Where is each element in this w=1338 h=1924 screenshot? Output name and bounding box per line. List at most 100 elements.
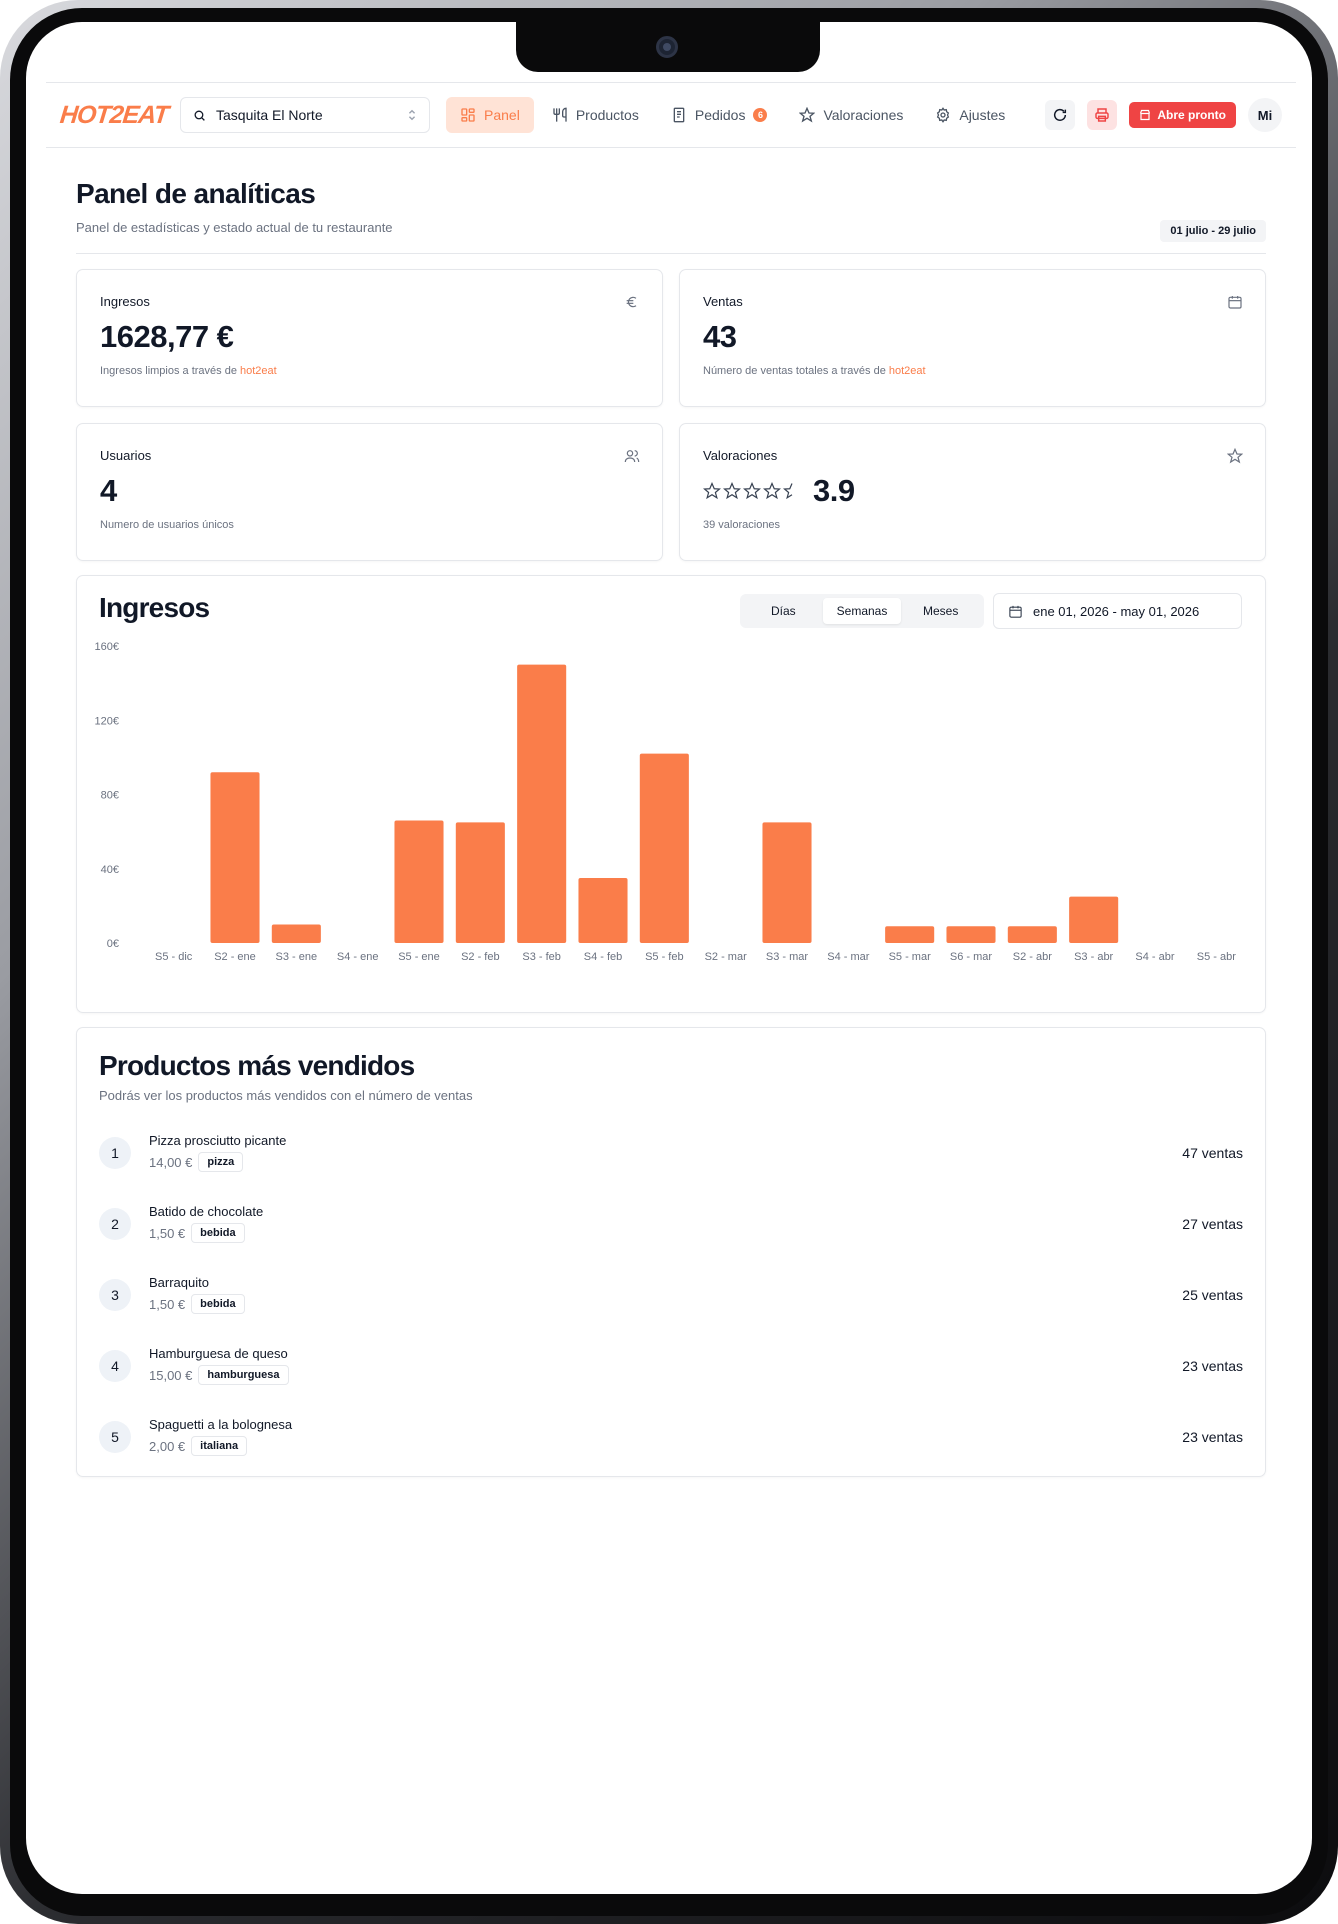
revenue-bar[interactable] xyxy=(210,772,260,943)
open-status-label: Abre pronto xyxy=(1157,108,1226,122)
store-icon xyxy=(1140,109,1151,121)
camera-notch xyxy=(516,22,820,72)
stat-card-valoraciones: Valoraciones 3.9 39 xyxy=(679,423,1266,561)
user-avatar[interactable]: Mi xyxy=(1248,98,1282,132)
page-title: Panel de analíticas xyxy=(76,178,316,209)
revenue-chart-card: Ingresos Días Semanas Meses ene 01, 2026… xyxy=(76,575,1266,1013)
chart-title: Ingresos xyxy=(99,592,210,623)
page-content: Panel de analíticas Panel de estadística… xyxy=(46,148,1296,1477)
x-tick-label: S4 - ene xyxy=(337,951,379,963)
product-sales: 23 ventas xyxy=(1182,1428,1243,1445)
refresh-icon xyxy=(1054,108,1067,121)
product-rank: 3 xyxy=(99,1278,131,1311)
nav-item-productos[interactable]: Productos xyxy=(538,97,653,133)
nav-item-valoraciones[interactable]: Valoraciones xyxy=(785,97,917,133)
store-selector[interactable]: Tasquita El Norte xyxy=(180,97,430,133)
stat-card-usuarios: Usuarios 4 Numero de usuarios únicos xyxy=(76,423,663,561)
rating-row: 3.9 xyxy=(703,473,1242,509)
product-name: Barraquito xyxy=(149,1275,209,1290)
product-sales: 23 ventas xyxy=(1182,1357,1243,1374)
date-range-picker[interactable]: ene 01, 2026 - may 01, 2026 xyxy=(993,593,1242,629)
product-category-tag: bebida xyxy=(191,1223,245,1243)
product-info: Spaguetti a la bolognesa 2,00 € italiana xyxy=(149,1417,292,1456)
product-meta: 1,50 € bebida xyxy=(149,1294,245,1314)
x-tick-label: S5 - ene xyxy=(398,951,440,963)
x-tick-label: S5 - feb xyxy=(645,951,684,963)
list-item[interactable]: 1 Pizza prosciutto picante 14,00 € pizza… xyxy=(99,1117,1243,1188)
star-icon xyxy=(1227,448,1243,464)
product-price: 2,00 € xyxy=(149,1438,186,1454)
product-info: Pizza prosciutto picante 14,00 € pizza xyxy=(149,1133,286,1172)
product-meta: 15,00 € hamburguesa xyxy=(149,1365,289,1385)
product-sales: 47 ventas xyxy=(1182,1144,1243,1161)
revenue-bar[interactable] xyxy=(271,924,321,943)
y-tick-label: 40€ xyxy=(101,864,119,876)
revenue-bar[interactable] xyxy=(578,878,628,943)
revenue-bar[interactable] xyxy=(639,753,689,943)
product-category-tag: hamburguesa xyxy=(198,1365,289,1385)
open-status-button[interactable]: Abre pronto xyxy=(1129,102,1236,128)
stat-value: 43 xyxy=(703,319,737,354)
revenue-bar[interactable] xyxy=(1007,926,1057,943)
revenue-bar[interactable] xyxy=(1069,896,1119,943)
revenue-bar[interactable] xyxy=(394,820,444,943)
nav-item-ajustes[interactable]: Ajustes xyxy=(921,97,1019,133)
period-option-meses[interactable]: Meses xyxy=(923,604,959,618)
x-tick-label: S6 - mar xyxy=(950,951,993,963)
product-name: Spaguetti a la bolognesa xyxy=(149,1417,293,1432)
printer-icon xyxy=(1095,108,1110,122)
y-tick-label: 120€ xyxy=(95,715,119,727)
stat-card-ventas: Ventas 43 Número de ventas totales a tra… xyxy=(679,269,1266,407)
y-tick-label: 80€ xyxy=(101,790,119,802)
stat-value: 1628,77 € xyxy=(100,319,234,354)
page-subtitle: Panel de estadísticas y estado actual de… xyxy=(76,220,393,235)
dashboard-icon xyxy=(461,108,475,122)
x-tick-label: S3 - ene xyxy=(276,951,318,963)
users-icon xyxy=(624,450,640,463)
product-category-tag: italiana xyxy=(191,1436,248,1456)
store-selector-value: Tasquita El Norte xyxy=(216,107,323,123)
nav-item-panel[interactable]: Panel xyxy=(446,97,534,133)
app: HOT2EAT Tasquita El Norte Panel Producto… xyxy=(46,82,1296,1477)
revenue-bar[interactable] xyxy=(946,926,996,943)
camera-icon xyxy=(656,36,678,58)
period-option-semanas[interactable]: Semanas xyxy=(822,598,902,624)
product-name: Pizza prosciutto picante xyxy=(149,1133,287,1148)
revenue-bar[interactable] xyxy=(885,926,935,943)
stat-card-ingresos: Ingresos 1628,77 € Ingresos limpios a tr… xyxy=(76,269,663,407)
list-item[interactable]: 4 Hamburguesa de queso 15,00 € hamburgue… xyxy=(99,1330,1243,1401)
x-tick-label: S3 - mar xyxy=(766,951,809,963)
period-option-dias[interactable]: Días xyxy=(770,604,796,618)
list-item[interactable]: 5 Spaguetti a la bolognesa 2,00 € italia… xyxy=(99,1401,1243,1472)
refresh-button[interactable] xyxy=(1045,100,1076,130)
y-tick-label: 0€ xyxy=(107,938,119,950)
product-rank: 4 xyxy=(99,1349,131,1382)
product-price: 1,50 € xyxy=(149,1296,186,1312)
list-item[interactable]: 2 Batido de chocolate 1,50 € bebida 27 v… xyxy=(99,1188,1243,1259)
revenue-bar[interactable] xyxy=(762,822,812,943)
star-half-icon xyxy=(783,483,793,500)
product-price: 15,00 € xyxy=(149,1367,193,1383)
product-category-tag: pizza xyxy=(198,1152,244,1172)
page-header: Panel de analíticas Panel de estadística… xyxy=(76,148,1266,254)
period-toggle: Días Semanas Meses xyxy=(740,594,984,628)
x-tick-label: S2 - ene xyxy=(214,951,256,963)
product-info: Hamburguesa de queso 15,00 € hamburguesa xyxy=(149,1346,289,1385)
print-button[interactable] xyxy=(1087,100,1118,130)
x-tick-label: S5 - mar xyxy=(889,951,932,963)
star-outline-icon xyxy=(703,482,721,500)
revenue-bar[interactable] xyxy=(455,822,505,943)
list-item[interactable]: 3 Barraquito 1,50 € bebida 25 ventas xyxy=(99,1259,1243,1330)
brand-logo[interactable]: HOT2EAT xyxy=(58,100,170,129)
x-tick-label: S4 - mar xyxy=(827,951,870,963)
x-tick-label: S2 - abr xyxy=(1013,951,1052,963)
revenue-bar[interactable] xyxy=(517,664,567,943)
product-meta: 14,00 € pizza xyxy=(149,1152,286,1172)
x-tick-label: S2 - feb xyxy=(461,951,500,963)
nav-item-pedidos[interactable]: Pedidos 6 xyxy=(657,97,782,133)
euro-icon xyxy=(626,296,637,308)
star-icon xyxy=(799,107,816,123)
product-info: Barraquito 1,50 € bebida xyxy=(149,1275,245,1314)
stat-title: Ventas xyxy=(703,294,743,309)
